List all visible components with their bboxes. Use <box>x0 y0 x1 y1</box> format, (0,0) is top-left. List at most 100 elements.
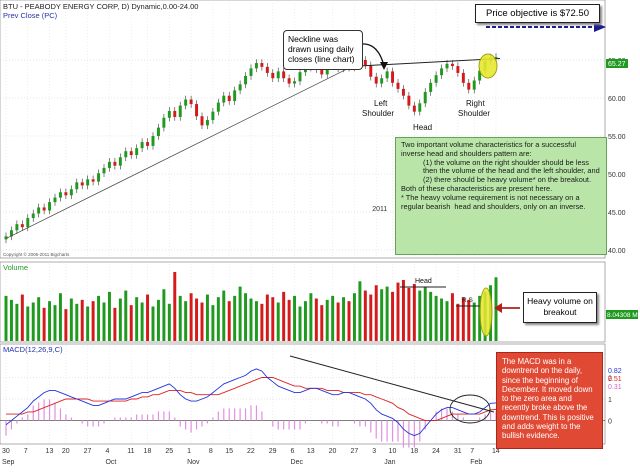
candle-body <box>423 91 427 104</box>
volume-bar <box>244 293 248 341</box>
volume-bar <box>173 271 177 341</box>
candle-body <box>107 161 111 168</box>
month-label: Dec <box>291 459 304 466</box>
candle-body <box>238 84 242 91</box>
volume-bar <box>200 302 204 341</box>
candle-body <box>374 76 378 84</box>
volume-bar <box>254 301 258 341</box>
volume-bar <box>445 301 449 341</box>
volume-bar <box>15 303 19 341</box>
candle-body <box>113 161 117 166</box>
volume-bar <box>374 285 378 341</box>
volume-bar <box>37 297 41 341</box>
candle-body <box>391 71 395 83</box>
candle-body <box>380 78 384 84</box>
candle-body <box>200 116 204 126</box>
macd-tick-label: 2 <box>608 376 612 383</box>
volume-bar <box>391 291 395 341</box>
candle-body <box>37 207 41 214</box>
candle-body <box>472 80 476 90</box>
price-tick-label: 45.00 <box>608 210 626 217</box>
volume-bar <box>69 298 73 341</box>
volume-bar <box>325 299 329 341</box>
macd-badge-signal: 0.51 <box>608 376 622 383</box>
head-label: Head <box>413 123 432 132</box>
candle-body <box>407 95 411 106</box>
volume-bar <box>282 291 286 341</box>
x-tick-label: 15 <box>225 448 233 455</box>
volume-note-line: (2) there should be heavy volume* on the… <box>423 175 592 185</box>
candle-body <box>151 136 155 146</box>
candle-body <box>412 105 416 112</box>
candle-body <box>467 82 471 90</box>
volume-bar <box>238 286 242 341</box>
volume-bar <box>233 295 237 341</box>
volume-bar <box>380 289 384 341</box>
x-tick-label: 4 <box>105 448 109 455</box>
candle-body <box>58 192 62 198</box>
volume-series <box>4 271 498 341</box>
macd-title: MACD(12,26,9,C) <box>3 345 63 354</box>
volume-bar <box>9 299 13 341</box>
candle-body <box>102 167 106 174</box>
volume-bar <box>418 290 422 341</box>
month-label: Oct <box>105 459 116 466</box>
month-label: Feb <box>470 459 482 466</box>
x-tick-label: 27 <box>350 448 358 455</box>
candle-body <box>222 95 226 103</box>
x-tick-label: 18 <box>144 448 152 455</box>
right-shoulder-label: Right Shoulder <box>458 99 490 118</box>
volume-bar <box>342 297 346 341</box>
candle-body <box>86 179 90 186</box>
price-tick-label: 55.00 <box>608 134 626 141</box>
breakout-arrowhead <box>494 303 502 313</box>
head-volume-label: Head <box>415 278 432 285</box>
candle-body <box>80 182 84 186</box>
candle-body <box>216 102 220 112</box>
volume-bar <box>265 294 269 341</box>
volume-bar <box>58 293 62 341</box>
candle-body <box>26 218 30 228</box>
price-objective-callout: Price objective is $72.50 <box>475 4 600 23</box>
volume-bar <box>135 297 139 341</box>
macd-badge-macd: 0.82 <box>608 368 622 375</box>
month-label: Nov <box>187 459 200 466</box>
volume-bar <box>129 305 133 341</box>
neckline-callout: Neckline was drawn using daily closes (l… <box>283 30 363 70</box>
macd-tick-label: 1 <box>608 397 612 404</box>
volume-bar <box>53 305 57 341</box>
volume-bar <box>429 291 433 341</box>
neckline-arrowhead <box>380 62 388 70</box>
x-tick-label: 7 <box>24 448 28 455</box>
candle-body <box>276 71 280 79</box>
price-badge <box>606 59 628 68</box>
candle-body <box>64 192 68 196</box>
candle-body <box>4 236 8 240</box>
candle-body <box>271 72 275 79</box>
support-trendline <box>5 65 355 239</box>
volume-panel <box>0 261 606 343</box>
candle-body <box>69 189 73 196</box>
candle-body <box>48 202 52 211</box>
volume-bar <box>216 297 220 341</box>
volume-bar <box>456 303 460 341</box>
volume-badge <box>606 310 638 319</box>
volume-bar <box>249 298 253 341</box>
volume-bar <box>369 294 373 341</box>
breakout-highlight <box>478 53 498 79</box>
candle-body <box>129 151 133 155</box>
macd-signal-line <box>6 377 497 421</box>
candle-body <box>325 66 329 75</box>
neckline <box>343 57 501 68</box>
month-label: Sep <box>2 459 15 466</box>
volume-bar <box>118 298 122 341</box>
volume-bar <box>4 295 8 341</box>
candle-body <box>401 88 405 96</box>
x-tick-label: 20 <box>62 448 70 455</box>
x-tick-label: 3 <box>372 448 376 455</box>
volume-bar <box>347 301 351 341</box>
x-tick-label: 29 <box>269 448 277 455</box>
volume-bar <box>407 287 411 341</box>
x-tick-label: 30 <box>2 448 10 455</box>
